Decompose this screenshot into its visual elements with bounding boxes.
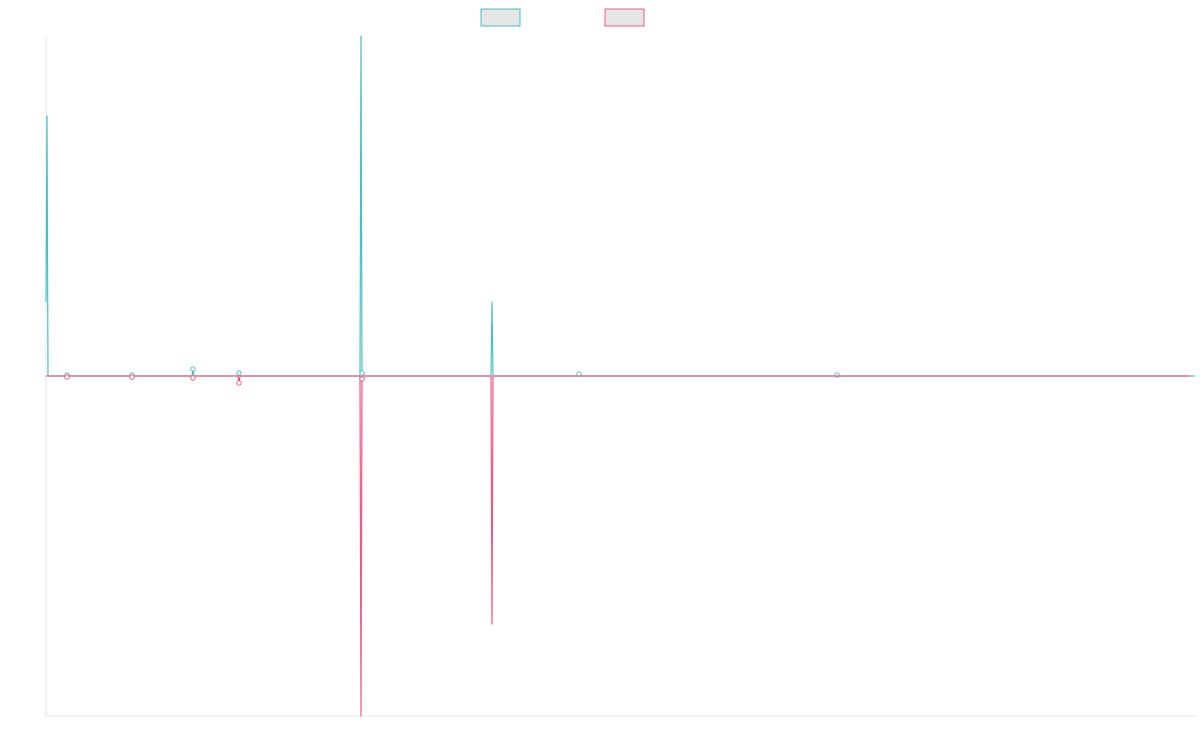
series-layer bbox=[45, 35, 1195, 717]
legend-swatch[interactable] bbox=[604, 8, 645, 27]
data-point bbox=[190, 366, 196, 372]
data-point bbox=[129, 374, 135, 380]
data-point bbox=[236, 380, 242, 386]
legend-swatch[interactable] bbox=[480, 8, 521, 27]
series-line-2 bbox=[46, 375, 1190, 717]
data-point bbox=[359, 376, 365, 382]
legend-item-2[interactable] bbox=[604, 8, 645, 27]
data-point bbox=[359, 370, 365, 376]
data-point bbox=[64, 374, 70, 380]
series-line-1 bbox=[45, 35, 1195, 377]
legend[interactable] bbox=[480, 8, 645, 27]
data-point bbox=[190, 375, 196, 381]
data-point bbox=[236, 370, 242, 376]
legend-item-1[interactable] bbox=[480, 8, 521, 27]
